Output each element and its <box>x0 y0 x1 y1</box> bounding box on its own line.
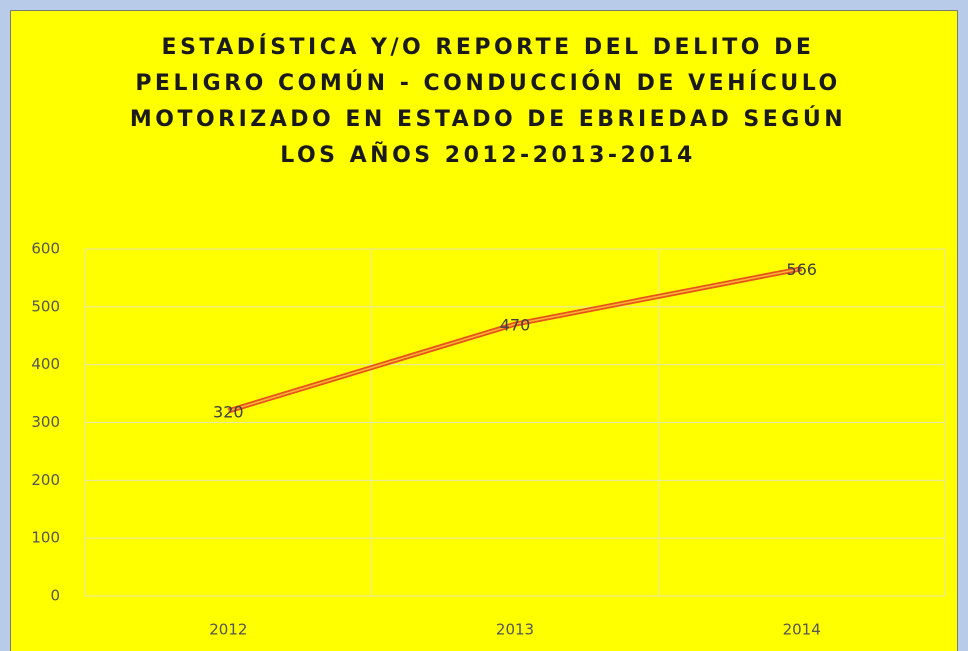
chart-title: ESTADÍSTICA Y/O REPORTE DEL DELITO DE PE… <box>129 35 847 168</box>
y-tick-label: 300 <box>31 413 60 431</box>
y-tick-label: 600 <box>31 240 60 258</box>
data-label: 566 <box>786 260 817 279</box>
y-tick-label: 100 <box>31 529 60 547</box>
y-tick-label: 400 <box>31 355 60 373</box>
y-tick-label: 200 <box>31 471 60 489</box>
data-label: 320 <box>213 402 244 421</box>
y-tick-label: 500 <box>31 297 60 315</box>
chart-area <box>10 10 958 651</box>
x-tick-label: 2014 <box>783 621 821 639</box>
x-tick-label: 2012 <box>209 621 247 639</box>
x-tick-label: 2013 <box>496 621 534 639</box>
line-outline <box>227 266 803 414</box>
y-tick-label: 0 <box>50 587 60 605</box>
line <box>228 267 802 412</box>
data-label: 470 <box>500 316 531 335</box>
